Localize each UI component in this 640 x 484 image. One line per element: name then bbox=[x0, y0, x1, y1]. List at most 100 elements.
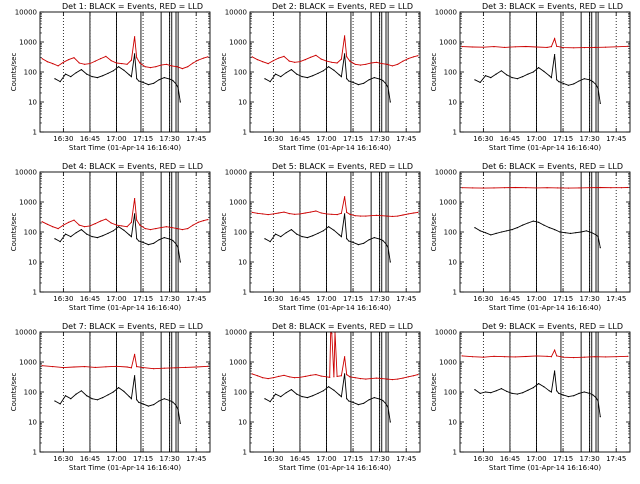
x-axis-label: Start Time (01-Apr-14 16:16:40) bbox=[279, 304, 391, 312]
events-data-point bbox=[522, 224, 524, 226]
lld-data-point bbox=[136, 366, 138, 368]
y-axis-label: Counts/sec bbox=[430, 213, 438, 252]
lld-data-point bbox=[359, 64, 362, 66]
y-axis-label: Counts/sec bbox=[220, 53, 228, 92]
events-data-point bbox=[474, 389, 476, 391]
events-data-point bbox=[163, 398, 165, 400]
x-tick-label: 16:30 bbox=[53, 455, 73, 463]
events-data-point bbox=[357, 84, 359, 86]
lld-data-point bbox=[121, 225, 123, 227]
events-data-point bbox=[153, 404, 155, 406]
lld-data-point bbox=[375, 377, 377, 379]
x-axis-label: Start Time (01-Apr-14 16:16:40) bbox=[69, 304, 181, 312]
events-data-point bbox=[368, 239, 370, 241]
lld-data-point bbox=[207, 365, 209, 367]
events-data-point bbox=[301, 76, 303, 78]
events-data-point bbox=[340, 396, 342, 398]
lld-data-point bbox=[359, 378, 362, 380]
lld-data-point bbox=[294, 213, 296, 215]
lld-data-point bbox=[181, 68, 183, 70]
events-data-point bbox=[548, 390, 550, 392]
events-data-point bbox=[592, 81, 594, 83]
x-axis-label: Start Time (01-Apr-14 16:16:40) bbox=[489, 304, 601, 312]
events-data-point bbox=[340, 76, 342, 78]
events-data-point bbox=[264, 78, 266, 80]
y-tick-label: 10 bbox=[28, 99, 37, 107]
lld-data-point bbox=[514, 46, 516, 48]
lld-series-line bbox=[251, 35, 419, 67]
y-tick-label: 10000 bbox=[435, 9, 457, 17]
events-data-point bbox=[567, 84, 570, 86]
plot-frame bbox=[39, 331, 211, 453]
lld-data-point bbox=[262, 213, 264, 215]
events-data-point bbox=[264, 398, 266, 400]
lld-data-point bbox=[89, 63, 91, 65]
events-data-point bbox=[338, 74, 340, 76]
events-data-point bbox=[338, 234, 340, 236]
events-data-point bbox=[280, 76, 282, 78]
plot-frame bbox=[39, 171, 211, 293]
plot-frame bbox=[459, 171, 631, 293]
lld-data-point bbox=[620, 187, 623, 189]
lld-data-point bbox=[354, 377, 356, 379]
y-axis-label: Counts/sec bbox=[430, 53, 438, 92]
y-tick-label: 100 bbox=[234, 69, 247, 77]
lld-data-point bbox=[187, 228, 189, 230]
lld-data-point bbox=[153, 368, 155, 370]
y-tick-label: 10000 bbox=[15, 169, 37, 177]
events-data-point bbox=[177, 247, 179, 249]
x-tick-label: 16:45 bbox=[290, 135, 310, 143]
lld-data-point bbox=[359, 215, 362, 217]
lld-data-point bbox=[115, 224, 118, 226]
lld-data-point bbox=[283, 211, 285, 213]
lld-data-point bbox=[288, 213, 290, 215]
lld-data-point bbox=[344, 35, 346, 37]
lld-data-point bbox=[73, 57, 75, 59]
lld-data-point bbox=[46, 223, 49, 225]
events-data-point bbox=[306, 77, 308, 79]
events-data-point bbox=[107, 394, 109, 396]
events-data-point bbox=[285, 232, 287, 234]
plot-frame bbox=[39, 11, 211, 133]
lld-data-point bbox=[349, 376, 351, 378]
lld-data-point bbox=[272, 60, 274, 62]
events-data-point bbox=[163, 237, 165, 239]
events-data-point bbox=[142, 403, 144, 405]
events-data-point bbox=[592, 394, 594, 396]
events-data-point bbox=[564, 232, 566, 234]
lld-data-point bbox=[68, 59, 70, 61]
y-tick-label: 10000 bbox=[435, 169, 457, 177]
detector-panel: Det 5: BLACK = Events, RED = LLD 16:30 16:… bbox=[220, 162, 421, 312]
lld-data-point bbox=[192, 62, 194, 64]
events-data-point bbox=[479, 230, 481, 232]
events-data-point bbox=[70, 76, 72, 78]
lld-data-point bbox=[407, 376, 409, 378]
events-data-point bbox=[75, 232, 77, 234]
lld-data-point bbox=[139, 224, 141, 226]
events-data-point bbox=[368, 399, 370, 401]
events-data-point bbox=[556, 390, 558, 392]
events-data-point bbox=[543, 70, 545, 72]
events-data-point bbox=[595, 234, 597, 236]
lld-data-point bbox=[370, 62, 372, 64]
y-axis-label: Counts/sec bbox=[430, 373, 438, 412]
events-data-point bbox=[175, 83, 177, 85]
lld-data-point bbox=[610, 187, 612, 189]
lld-data-point bbox=[573, 357, 575, 359]
x-tick-label: 17:00 bbox=[526, 135, 546, 143]
lld-data-point bbox=[333, 376, 335, 378]
events-data-point bbox=[306, 397, 308, 399]
lld-data-point bbox=[288, 60, 290, 62]
events-data-point bbox=[385, 83, 387, 85]
lld-data-point bbox=[336, 375, 338, 377]
events-data-point bbox=[387, 407, 389, 409]
events-data-point bbox=[96, 399, 98, 401]
events-data-point bbox=[172, 401, 174, 403]
lld-data-point bbox=[203, 220, 205, 222]
lld-data-point bbox=[165, 226, 167, 228]
lld-data-point bbox=[349, 60, 351, 62]
events-data-point bbox=[368, 79, 370, 81]
x-tick-label: 16:45 bbox=[290, 295, 310, 303]
lld-series-line bbox=[251, 332, 419, 381]
